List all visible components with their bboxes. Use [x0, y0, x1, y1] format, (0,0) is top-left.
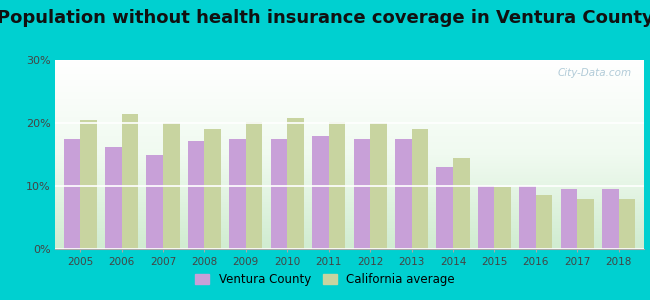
Bar [122, 113, 138, 249]
Bar [619, 199, 635, 249]
Bar [80, 120, 97, 249]
Text: Population without health insurance coverage in Ventura County: Population without health insurance cove… [0, 9, 650, 27]
Bar [395, 139, 411, 249]
Bar [229, 139, 246, 249]
Bar [270, 139, 287, 249]
Bar [370, 123, 387, 249]
Bar [602, 189, 619, 249]
Legend: Ventura County, California average: Ventura County, California average [190, 269, 460, 291]
Bar [188, 141, 204, 249]
Bar [287, 118, 304, 249]
Bar [246, 122, 263, 249]
Bar [577, 199, 594, 249]
Bar [354, 139, 370, 249]
Bar [436, 167, 453, 249]
Bar [312, 136, 329, 249]
Text: City-Data.com: City-Data.com [558, 68, 632, 78]
Bar [64, 139, 80, 249]
Bar [163, 123, 179, 249]
Bar [478, 186, 495, 249]
Bar [411, 129, 428, 249]
Bar [561, 189, 577, 249]
Bar [519, 186, 536, 249]
Bar [453, 158, 469, 249]
Bar [329, 122, 345, 249]
Bar [495, 187, 511, 249]
Bar [204, 129, 221, 249]
Bar [146, 154, 163, 249]
Bar [536, 196, 552, 249]
Bar [105, 147, 122, 249]
